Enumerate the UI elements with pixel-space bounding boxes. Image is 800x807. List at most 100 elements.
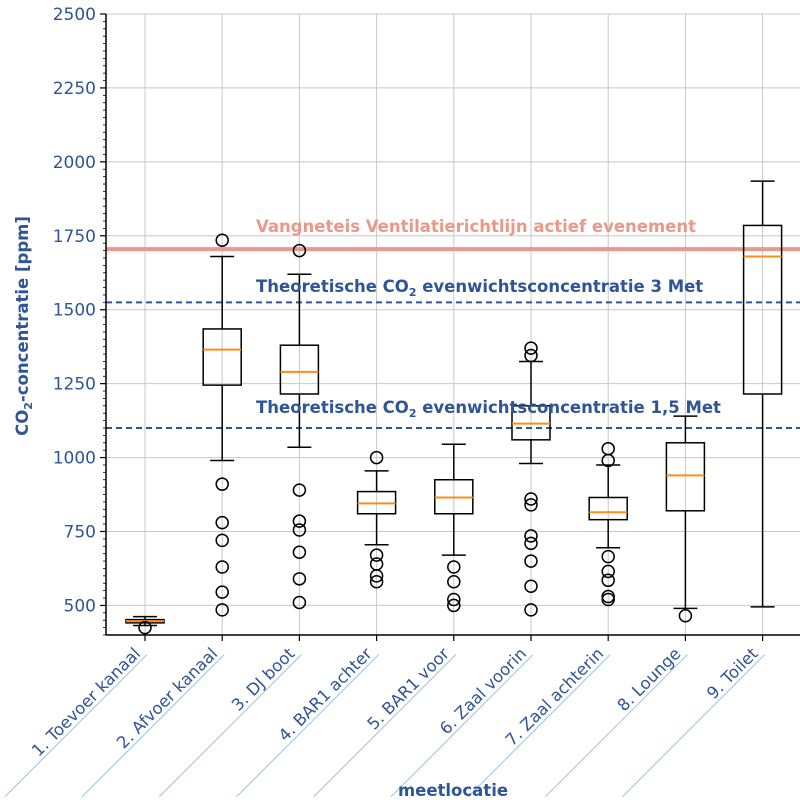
box-iqr — [742, 224, 783, 395]
box-1 — [125, 615, 165, 635]
outlier-point — [601, 573, 615, 588]
outlier-point — [601, 564, 615, 579]
reference-line-label-sub: 2 — [409, 407, 417, 420]
x-axis-title: meetlocatie — [398, 781, 508, 800]
outlier-point — [524, 492, 538, 506]
outlier-point — [524, 341, 538, 355]
box-iqr — [665, 442, 706, 512]
y-tick-label: 2500 — [53, 5, 96, 25]
y-tick-label: 500 — [64, 596, 96, 616]
outlier-point — [369, 548, 384, 562]
x-tick-label-group: 1. Toevoer kanaal — [4, 644, 148, 798]
y-tick-label: 1500 — [53, 301, 96, 321]
outlier-point — [524, 536, 538, 551]
box-7 — [588, 441, 628, 607]
outlier-point — [215, 585, 229, 599]
x-tick-label-underline — [313, 654, 457, 798]
box-3 — [279, 243, 320, 610]
box-iqr — [588, 496, 628, 521]
x-tick-label-group: 4. BAR1 achter — [236, 644, 379, 798]
grid — [106, 13, 800, 635]
outlier-point — [447, 592, 461, 607]
y-tick-label: 1750 — [53, 227, 96, 247]
x-tick-label-group: 3. DJ boot — [158, 644, 302, 798]
outlier-point — [369, 450, 384, 465]
outlier-point — [447, 560, 461, 574]
outlier-point — [524, 498, 538, 512]
outlier-point — [215, 603, 229, 617]
outlier-point — [292, 483, 307, 497]
outlier-point — [678, 609, 693, 623]
reference-line-label-sub: 2 — [409, 286, 417, 299]
x-tick-label: 3. DJ boot — [228, 644, 299, 715]
outlier-point — [524, 579, 538, 593]
x-tick-label-group: 6. Zaal voorin — [390, 644, 534, 798]
outlier-point — [601, 592, 615, 607]
reference-line-label: Theoretische CO2 evenwichtsconcentratie … — [256, 277, 703, 299]
x-tick-label: 9. Toilet — [703, 644, 762, 703]
box-2 — [202, 233, 242, 617]
outlier-point — [215, 477, 229, 491]
box-6 — [511, 341, 551, 617]
outlier-point — [292, 523, 307, 537]
outlier-point — [524, 603, 538, 617]
x-tick-label-underline — [467, 654, 611, 798]
y-tick-label: 2000 — [53, 153, 96, 173]
outlier-point — [524, 529, 538, 543]
reference-line-label-main: Vangneteis Ventilatierichtlijn actief ev… — [256, 217, 696, 236]
x-tick-label-group: 9. Toilet — [622, 644, 765, 798]
y-axis-title: CO2-concentratie [ppm] — [13, 216, 35, 436]
outlier-point — [524, 554, 538, 568]
outlier-point — [292, 514, 307, 528]
outlier-point — [215, 515, 229, 530]
outlier-point — [292, 545, 307, 559]
y-axis-title-rest: -concentratie [ppm] — [13, 216, 32, 402]
x-tick-label-group: 7. Zaal achterin — [467, 644, 611, 798]
outlier-point — [369, 569, 384, 583]
reference-line-label: Theoretische CO2 evenwichtsconcentratie … — [256, 398, 721, 420]
box-4 — [356, 450, 397, 589]
labels: Vangneteis Ventilatierichtlijn actief ev… — [13, 216, 721, 800]
outlier-point — [369, 575, 384, 589]
outlier-point — [524, 348, 538, 363]
y-tick-label: 2250 — [53, 79, 96, 99]
x-tick-label: 8. Lounge — [613, 644, 684, 715]
x-tick-label-underline — [544, 654, 688, 798]
outlier-point — [292, 572, 307, 586]
box-8 — [665, 415, 706, 623]
outlier-point — [447, 598, 461, 613]
x-tick-label-group: 5. BAR1 voor — [313, 644, 457, 798]
y-axis-title-sub: 2 — [22, 402, 35, 410]
outlier-point — [601, 549, 615, 564]
reference-line-label-main: Theoretische CO — [256, 277, 409, 296]
outlier-point — [138, 620, 152, 635]
outlier-point — [215, 533, 229, 548]
y-tick-label: 750 — [64, 523, 96, 543]
x-tick-label-group: 8. Lounge — [544, 644, 688, 798]
outlier-point — [601, 453, 615, 468]
reference-line-label-rest: evenwichtsconcentratie 1,5 Met — [416, 398, 721, 417]
y-axis-title-main: CO — [13, 410, 32, 436]
x-tick-label-underline — [81, 654, 225, 798]
x-tick-label-underline — [158, 654, 302, 798]
x-tick-label-group: 2. Afvoer kanaal — [81, 644, 225, 798]
outlier-point — [215, 560, 229, 574]
reference-line-label-main: Theoretische CO — [256, 398, 409, 417]
box-iqr — [202, 328, 242, 386]
x-tick-label-underline — [390, 654, 534, 798]
box-iqr — [279, 344, 320, 395]
box-9 — [742, 180, 783, 608]
outlier-point — [292, 243, 307, 258]
boxes — [125, 180, 783, 635]
outlier-point — [292, 595, 307, 610]
x-tick-label-underline — [622, 654, 765, 798]
x-tick-label-underline — [236, 654, 379, 798]
box-5 — [434, 443, 474, 613]
x-tick-label-underline — [4, 654, 148, 798]
y-tick-label: 1000 — [53, 449, 96, 469]
reference-line-label-rest: evenwichtsconcentratie 3 Met — [416, 277, 703, 296]
outlier-point — [447, 575, 461, 589]
reference-line-label: Vangneteis Ventilatierichtlijn actief ev… — [256, 217, 696, 236]
